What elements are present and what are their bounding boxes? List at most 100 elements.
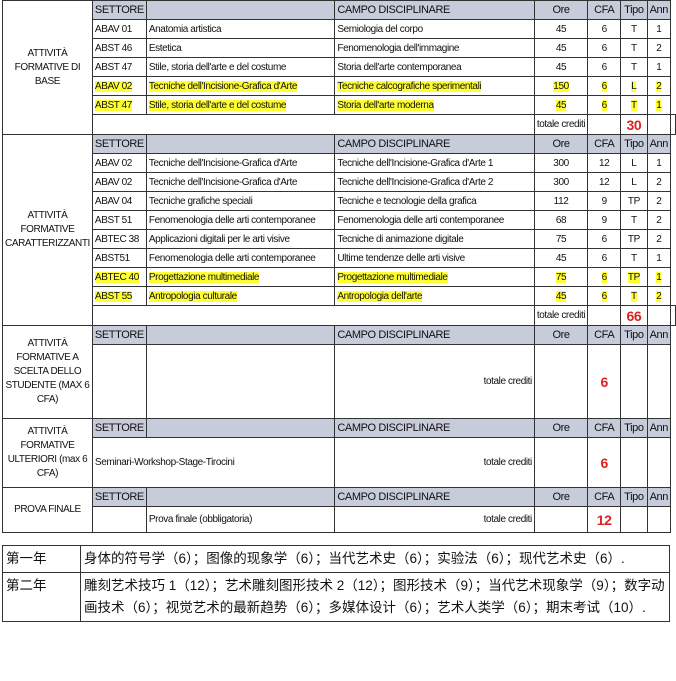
ore-cell: 45 (533, 57, 589, 77)
ore-text: 45 (555, 99, 567, 111)
course-name-cell: Antropologia culturale (145, 286, 336, 306)
tipo-text: T (631, 214, 637, 226)
section-label: ATTIVITÀ FORMATIVE DI BASE (2, 0, 93, 135)
cfa-cell: 6 (587, 76, 622, 96)
cfa-text: 6 (601, 271, 607, 283)
course-name-cell: Progettazione multimediale (145, 267, 336, 287)
tipo-cell: T (620, 286, 648, 306)
header-ore: Ore (533, 0, 589, 20)
anno-cell: 2 (646, 38, 672, 58)
course-name-text: Tecniche dell'Incisione-Grafica d'Arte (148, 157, 298, 169)
anno-cell: 2 (646, 172, 672, 192)
course-name-text: Stile, storia dell'arte e del costume (148, 61, 287, 73)
header-campo: CAMPO DISCIPLINARE (334, 325, 535, 345)
anno-text: 1 (656, 23, 662, 35)
course-name-cell: Fenomenologia delle arti contemporanee (145, 248, 336, 268)
total-label: totale crediti (334, 437, 535, 488)
course-name-cell: Applicazioni digitali per le arti visive (145, 229, 336, 249)
course-row: ABAV 02 Tecniche dell'Incisione-Grafica d… (3, 153, 676, 173)
cfa-text: 6 (601, 42, 608, 54)
header-cfa: CFA (587, 325, 622, 345)
course-row: ABTEC 38 Applicazioni digitali per le art… (3, 229, 676, 249)
header-tipo: Tipo (620, 0, 648, 20)
section-label: PROVA FINALE (2, 487, 93, 533)
total-credits: 30 (620, 114, 648, 135)
settore-text: ABAV 02 (94, 80, 132, 92)
course-row: ABST51 Fenomenologia delle arti contempor… (3, 248, 676, 268)
settore-text: ABST 47 (94, 99, 132, 111)
total-ore-blank (533, 437, 589, 488)
section-label: ATTIVITÀ FORMATIVE A SCELTA DELLO STUDEN… (2, 325, 93, 419)
total-tipo-blank (646, 305, 672, 326)
total-row: totale crediti 66 (3, 305, 676, 326)
ore-cell: 150 (533, 76, 589, 96)
total-anno-blank (670, 305, 676, 326)
total-tipo-blank (620, 506, 648, 533)
tipo-cell: TP (620, 267, 648, 287)
settore-text: ABAV 04 (94, 195, 132, 207)
settore-cell: ABAV 04 (91, 191, 147, 211)
campo-cell: Progettazione multimediale (334, 267, 535, 287)
campo-text: Semiologia del corpo (337, 23, 423, 35)
campo-text: Tecniche e tecnologie della grafica (337, 195, 477, 207)
campo-text: Tecniche di animazione digitale (337, 233, 464, 245)
settore-text: ABTEC 38 (94, 233, 139, 245)
section-body-row: Seminari-Workshop-Stage-Tirocini totale c… (3, 437, 676, 488)
header-settore: SETTORE (91, 134, 147, 154)
campo-text: Fenomenologia delle arti contemporanee (337, 214, 504, 226)
ore-cell: 75 (533, 267, 589, 287)
tipo-text: T (631, 252, 637, 264)
header-campo: CAMPO DISCIPLINARE (334, 487, 535, 507)
anno-text: 1 (656, 157, 662, 169)
campo-cell: Tecniche dell'Incisione-Grafica d'Arte 2 (334, 172, 535, 192)
course-name-text: Progettazione multimediale (148, 271, 260, 283)
settore-text: ABST 55 (94, 290, 132, 302)
settore-blank (91, 344, 147, 419)
cfa-text: 6 (601, 252, 608, 264)
section-header-row: PROVA FINALE SETTORE CAMPO DISCIPLINARE Ore… (2, 487, 676, 533)
header-ore: Ore (533, 325, 589, 345)
header-settore: SETTORE (91, 0, 147, 20)
settore-text: ABST51 (94, 252, 130, 264)
tipo-cell: L (620, 172, 648, 192)
header-ore: Ore (533, 134, 589, 154)
settore-cell: ABTEC 38 (91, 229, 147, 249)
header-anno: Ann (646, 418, 672, 438)
settore-cell: ABAV 02 (91, 172, 147, 192)
tipo-cell: L (620, 153, 648, 173)
header-campo: CAMPO DISCIPLINARE (334, 418, 535, 438)
course-row: ABAV 02 Tecniche dell'Incisione-Grafica d… (3, 76, 676, 96)
ore-cell: 112 (533, 191, 589, 211)
campo-cell: Storia dell'arte contemporanea (334, 57, 535, 77)
course-row: ABST 46 Estetica Fenomenologia dell'immagi… (3, 38, 676, 58)
tipo-cell: T (620, 38, 648, 58)
header-settore: SETTORE (91, 487, 147, 507)
settore-cell: ABST 46 (91, 38, 147, 58)
settore-blank (91, 506, 147, 533)
tipo-cell: T (620, 95, 648, 115)
year-courses: 身体的符号学（6）；图像的现象学（6）；当代艺术史（6）；实验法（6）；现代艺术… (80, 545, 670, 573)
cfa-cell: 6 (587, 286, 622, 306)
anno-cell: 2 (646, 191, 672, 211)
total-credits: 12 (587, 506, 622, 533)
total-anno-blank (646, 344, 672, 419)
course-name-text: Stile, storia dell'arte e del costume (148, 99, 287, 111)
anno-cell: 2 (646, 286, 672, 306)
total-label: totale crediti (533, 305, 589, 326)
total-ore-blank (533, 506, 589, 533)
course-row: ABST 55 Antropologia culturale Antropologi… (3, 286, 676, 306)
ore-text: 150 (553, 80, 569, 92)
course-row: ABST 51 Fenomenologia delle arti contempo… (3, 210, 676, 230)
tipo-text: T (631, 42, 637, 54)
campo-text: Fenomenologia dell'immagine (337, 42, 460, 54)
settore-text: ABAV 02 (94, 176, 132, 188)
ore-cell: 45 (533, 286, 589, 306)
settore-cell: ABST 55 (91, 286, 147, 306)
course-name-cell: Estetica (145, 38, 336, 58)
curriculum-table: ATTIVITÀ FORMATIVE DI BASE SETTORE CAMPO D… (2, 0, 676, 533)
settore-cell: ABAV 01 (91, 19, 147, 39)
anno-text: 1 (656, 252, 662, 264)
cfa-text: 9 (601, 214, 608, 226)
section-header-row: ATTIVITÀ FORMATIVE A SCELTA DELLO STUDEN… (2, 325, 676, 419)
cfa-cell: 12 (587, 172, 622, 192)
